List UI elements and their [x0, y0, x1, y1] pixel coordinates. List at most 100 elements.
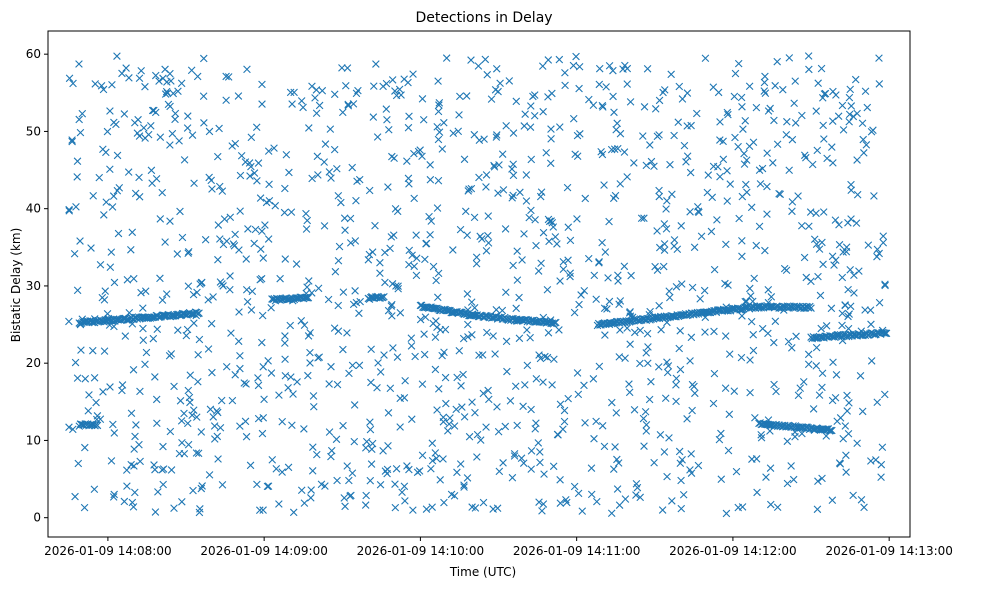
data-point	[773, 57, 781, 66]
data-point	[464, 333, 472, 341]
data-point	[293, 378, 301, 386]
data-point	[247, 306, 256, 314]
data-point	[723, 306, 731, 315]
data-point	[863, 331, 872, 339]
data-point	[348, 361, 357, 370]
data-point	[679, 490, 688, 499]
data-point	[69, 425, 77, 434]
data-point	[171, 115, 179, 124]
data-point	[653, 227, 661, 235]
data-point	[853, 190, 862, 199]
data-point	[721, 384, 730, 392]
data-point	[686, 357, 694, 365]
data-point	[716, 172, 724, 181]
data-point	[161, 90, 170, 98]
data-point	[589, 375, 598, 383]
data-point	[300, 499, 309, 507]
data-point	[510, 452, 519, 460]
data-point	[102, 198, 111, 206]
data-point	[222, 237, 231, 245]
data-point	[289, 390, 297, 398]
data-point	[783, 437, 792, 446]
data-point	[306, 348, 314, 357]
data-point	[368, 445, 376, 454]
data-point	[494, 189, 502, 197]
data-point	[354, 86, 362, 95]
data-point	[818, 94, 827, 102]
data-point	[881, 280, 889, 289]
data-point	[755, 166, 764, 174]
data-point	[492, 306, 501, 314]
data-point	[120, 497, 129, 506]
data-point	[593, 497, 601, 506]
data-point	[548, 381, 556, 389]
data-point	[555, 326, 563, 334]
data-point	[849, 112, 858, 121]
data-point	[800, 253, 809, 262]
data-point	[630, 405, 639, 414]
data-point	[394, 284, 402, 293]
data-point	[545, 237, 553, 246]
data-point	[556, 277, 564, 285]
data-point	[151, 373, 159, 381]
data-point	[571, 150, 579, 159]
data-point	[434, 176, 443, 185]
data-point	[814, 79, 822, 87]
data-point	[519, 402, 527, 411]
data-point	[253, 480, 261, 489]
axes: 0 10 20 30 40 50 60 2026-01-09 14:08:00 2026-01-…	[26, 47, 953, 558]
data-point	[534, 267, 543, 275]
data-point	[270, 144, 278, 152]
data-point	[697, 232, 706, 241]
data-point	[441, 373, 450, 382]
data-point	[672, 374, 681, 383]
data-point	[646, 307, 654, 316]
data-point	[408, 415, 416, 423]
data-point	[657, 325, 665, 334]
data-point	[339, 421, 347, 430]
data-point	[513, 276, 522, 284]
data-point	[737, 93, 746, 102]
data-point	[476, 436, 485, 444]
data-point	[231, 371, 239, 379]
data-point	[812, 362, 821, 370]
data-point	[549, 223, 558, 231]
data-point	[608, 398, 616, 407]
data-point	[841, 422, 850, 430]
data-point	[137, 288, 145, 297]
data-point	[405, 112, 413, 121]
data-point	[527, 206, 535, 215]
data-point	[412, 231, 420, 239]
y-tick-label: 30	[26, 279, 41, 293]
data-point	[92, 398, 100, 407]
data-point	[574, 489, 583, 498]
data-point	[376, 269, 384, 277]
data-point	[309, 402, 318, 411]
data-point	[688, 380, 697, 389]
data-point	[828, 117, 837, 125]
data-point	[585, 95, 593, 104]
data-point	[642, 349, 650, 357]
data-point	[78, 109, 87, 118]
data-point	[109, 192, 118, 200]
data-point	[405, 465, 413, 474]
data-point	[435, 99, 444, 107]
data-point	[544, 56, 553, 64]
data-point	[382, 105, 391, 113]
data-point	[89, 192, 98, 200]
data-point	[189, 290, 198, 299]
data-point	[642, 427, 651, 435]
data-point	[867, 357, 876, 365]
data-point	[564, 394, 572, 403]
data-point	[511, 382, 520, 391]
data-point	[459, 334, 468, 343]
data-point	[120, 110, 129, 118]
data-point	[520, 230, 528, 238]
data-point	[832, 256, 840, 264]
data-point	[670, 131, 678, 140]
data-point	[400, 394, 409, 402]
data-point	[757, 433, 766, 442]
data-point	[135, 173, 143, 182]
data-point	[464, 320, 472, 329]
data-point	[760, 78, 769, 87]
